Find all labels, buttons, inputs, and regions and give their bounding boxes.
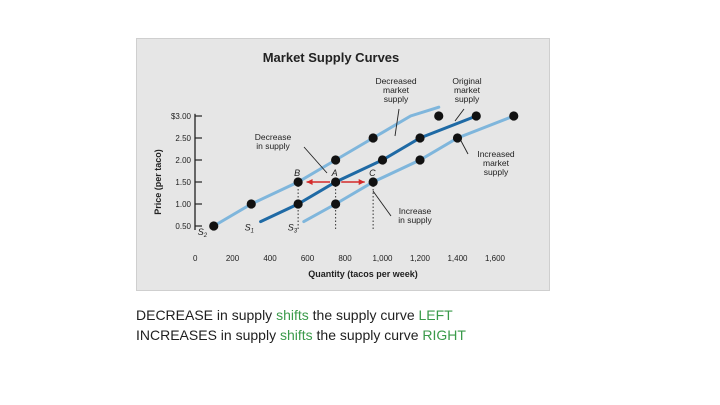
y-tick-label: 0.50 [175,222,191,231]
curve-label: S1 [245,223,254,235]
x-axis-label: Quantity (tacos per week) [308,269,418,279]
annotation-leader [459,138,469,155]
data-point-s2 [368,133,378,143]
caption-increases-word: INCREASES [136,327,217,343]
point-label: B [294,168,300,178]
annotation-leader [454,108,465,122]
caption-in-supply-2: in supply [216,327,280,343]
market-supply-chart: Market Supply Curves $3.00 2.50 2.00 1.50 1.… [153,50,519,279]
data-point-s1 [293,199,303,209]
x-tick-label: 800 [338,254,352,263]
annotation-text: in supply [398,215,432,225]
data-point-s3 [452,133,463,143]
data-point-s3 [509,111,519,121]
annotation-leader [394,108,400,137]
curve-label-subscript: 2 [203,233,208,239]
annotation-text: supply [484,167,509,177]
data-point-s1 [415,133,425,143]
y-tick-label: $3.00 [171,112,192,121]
annotation-leader [372,190,392,217]
y-tick-label: 1.00 [175,200,191,209]
caption-the-supply-curve: the supply curve [308,307,419,323]
point-label: C [369,168,376,178]
x-tick-label: 1,200 [410,254,431,263]
caption-shifts-word: shifts [276,307,309,323]
data-point-s2 [293,177,303,187]
x-tick-label: 1,400 [447,254,468,263]
caption-increase: INCREASES in supply shifts the supply cu… [136,327,466,344]
x-tick-label: 200 [226,254,240,263]
curve-label: S2 [198,227,208,239]
caption-in-supply: in supply [213,307,277,323]
y-tick-label: 2.50 [175,134,191,143]
shift-right-arrow-head [358,179,365,185]
point-label: A [331,168,338,178]
data-point-s2 [331,155,341,165]
annotation-text: supply [384,94,409,104]
shift-left-arrow-head [306,179,313,185]
data-point-s1 [377,155,388,165]
annotation-text: Decreased [375,76,416,86]
annotation-text: Increased [477,149,515,159]
y-tick-label: 2.00 [175,156,191,165]
caption-left-word: LEFT [418,307,453,323]
data-point-s2 [209,221,219,231]
caption-the-supply-curve-2: the supply curve [312,327,423,343]
chart-title: Market Supply Curves [263,50,400,65]
data-point-s2 [246,199,256,209]
annotation-text: Increase [399,206,432,216]
curve-label: S3 [288,223,298,235]
supply-curve-s3 [302,114,516,224]
annotation-text: market [383,85,410,95]
caption-decrease-word: DECREASE [136,307,214,323]
curve-label-subscript: 3 [294,229,298,235]
annotation-text: supply [455,94,480,104]
curve-label-subscript: 1 [251,229,254,235]
data-point-s1 [331,177,341,187]
caption-decrease: DECREASE in supply shifts the supply cur… [136,307,453,324]
data-point-s3 [368,177,378,187]
annotation-text: Original [452,76,481,86]
data-point-s1 [471,111,481,121]
data-point-s3 [331,199,341,209]
y-tick-label: 1.50 [175,178,191,187]
annotation-text: Decrease [255,132,292,142]
x-tick-label: 0 [193,254,198,263]
data-point-s2 [434,111,444,121]
annotation-text: in supply [256,141,290,151]
supply-curve-s1 [259,114,478,224]
y-axis-label: Price (per taco) [153,149,163,215]
annotation-text: market [454,85,481,95]
x-tick-label: 600 [301,254,315,263]
x-tick-label: 400 [263,254,277,263]
supply-curves-figure: Market Supply Curves $3.00 2.50 2.00 1.50 1.… [136,38,550,291]
annotation-leader [303,146,328,174]
data-point-s3 [415,155,425,165]
annotation-text: market [483,158,510,168]
caption-shifts-word-2: shifts [279,327,313,343]
x-tick-label: 1,600 [485,254,506,263]
x-tick-label: 1,000 [372,254,393,263]
caption-right-word: RIGHT [422,327,466,343]
